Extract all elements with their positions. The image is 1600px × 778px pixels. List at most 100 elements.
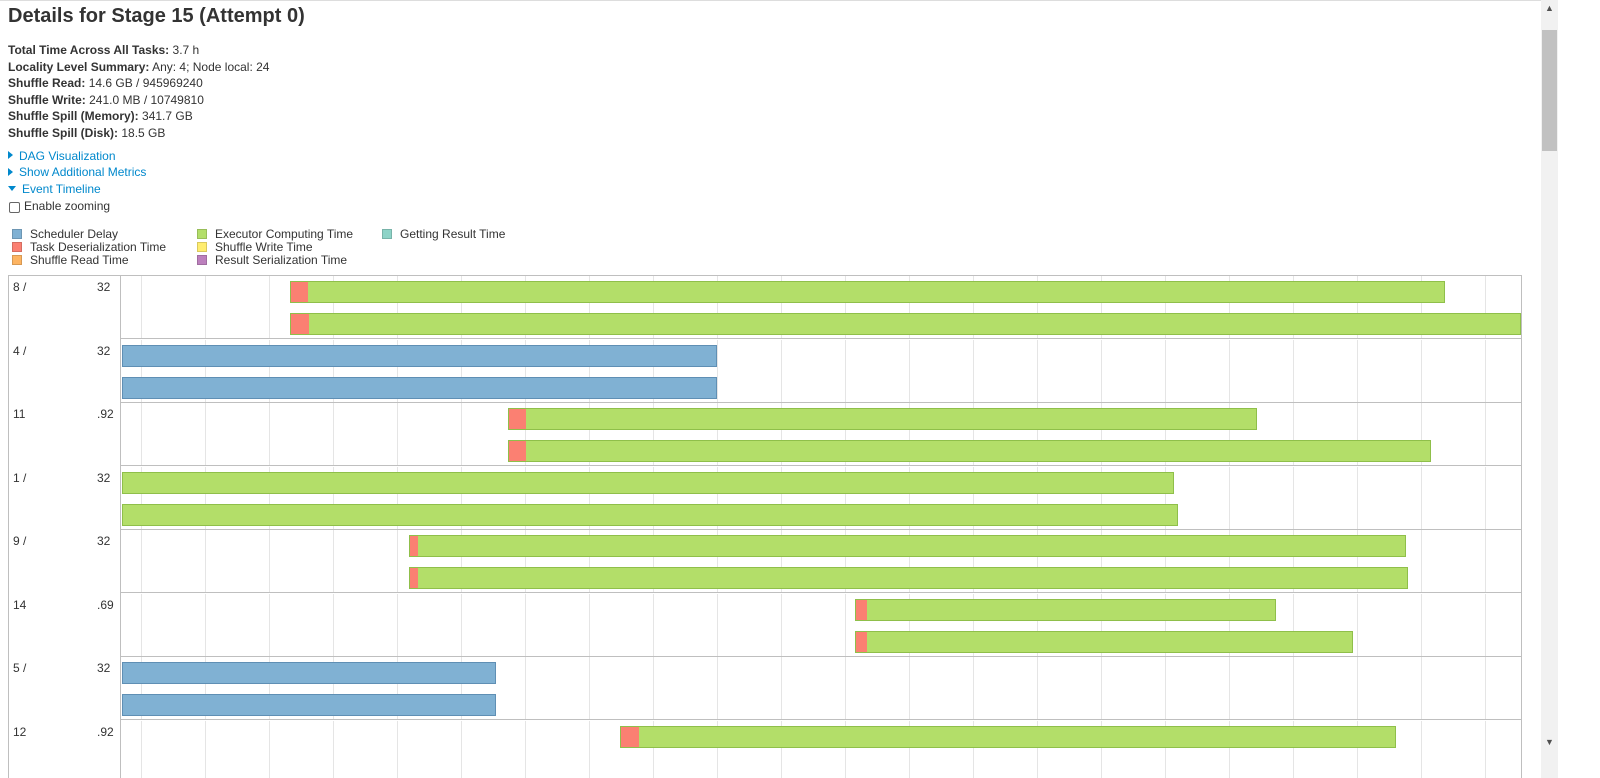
time-gridline [1421, 339, 1422, 402]
time-gridline [845, 657, 846, 719]
scheduler-delay-segment [123, 695, 495, 715]
time-gridline [589, 720, 590, 778]
executor-group-row: 14.69 [9, 593, 1521, 657]
time-gridline [589, 530, 590, 592]
executor-host-label: 32 [97, 534, 111, 548]
time-gridline [1485, 530, 1486, 592]
time-gridline [461, 657, 462, 719]
additional-metrics-toggle[interactable]: Show Additional Metrics [8, 164, 1538, 181]
time-gridline [1101, 339, 1102, 402]
executor-id-label: 8 / [13, 280, 27, 294]
scroll-up-icon[interactable]: ▲ [1545, 3, 1554, 13]
time-gridline [397, 276, 398, 338]
time-gridline [1229, 466, 1230, 529]
time-gridline [525, 530, 526, 592]
time-gridline [1165, 657, 1166, 719]
scrollbar-thumb[interactable] [1542, 30, 1557, 151]
summary-value: 14.6 GB / 945969240 [88, 76, 203, 91]
task-bar[interactable] [408, 535, 1407, 557]
time-gridline [1229, 403, 1230, 465]
task-bar[interactable] [620, 725, 1397, 748]
time-gridline [333, 720, 334, 778]
time-gridline [781, 593, 782, 656]
task-bar[interactable] [122, 503, 1179, 526]
time-gridline [845, 530, 846, 592]
time-gridline [333, 530, 334, 592]
time-gridline [845, 339, 846, 402]
time-gridline [333, 276, 334, 338]
task-bar[interactable] [855, 598, 1277, 621]
time-gridline [589, 593, 590, 656]
time-gridline [1357, 657, 1358, 719]
time-gridline [525, 720, 526, 778]
time-gridline [909, 466, 910, 529]
legend-getting-result: Getting Result Time [382, 228, 505, 241]
time-gridline [973, 530, 974, 592]
time-gridline [205, 339, 206, 402]
event-timeline[interactable]: 8 /32 4 /32 11.92 1 /32 9 /32 14.69 5 /32 12.92 [8, 275, 1522, 778]
legend-swatch [12, 241, 22, 252]
executor-host-label: 32 [97, 343, 111, 358]
time-gridline [1293, 657, 1294, 719]
scroll-down-icon[interactable]: ▼ [1545, 737, 1554, 747]
event-timeline-toggle[interactable]: Event Timeline [8, 181, 1538, 198]
task-bar[interactable] [289, 281, 1446, 303]
page-title: Details for Stage 15 (Attempt 0) [8, 5, 305, 27]
time-gridline [333, 403, 334, 465]
executor-host-label: .92 [97, 407, 114, 421]
time-gridline [461, 593, 462, 656]
executor-group-row: 12.92 [9, 720, 1521, 778]
executor-computing-segment [309, 314, 1520, 334]
time-gridline [653, 657, 654, 719]
summary-spill-disk: Shuffle Spill (Disk): 18.5 GB [8, 125, 1538, 142]
summary-total-time: Total Time Across All Tasks: 3.7 h [8, 42, 1538, 59]
task-bar[interactable] [122, 694, 496, 716]
deserialization-segment [409, 536, 419, 556]
time-gridline [1357, 593, 1358, 656]
dag-visualization-toggle[interactable]: DAG Visualization [8, 148, 1538, 165]
executor-group-row: 1 / 32 [9, 466, 1521, 530]
time-gridline [973, 593, 974, 656]
summary-shuffle-write: Shuffle Write: 241.0 MB / 10749810 [8, 92, 1538, 109]
time-gridline [525, 403, 526, 465]
time-gridline [1293, 403, 1294, 465]
legend-result-serialization: Result Serialization Time [197, 254, 347, 267]
time-gridline [1357, 466, 1358, 529]
time-gridline [525, 339, 526, 402]
task-bar[interactable] [122, 471, 1175, 494]
time-gridline [1165, 339, 1166, 402]
time-gridline [1357, 720, 1358, 778]
executor-computing-segment [525, 441, 1431, 461]
enable-zooming-checkbox[interactable] [9, 201, 20, 213]
summary-shuffle-read: Shuffle Read: 14.6 GB / 945969240 [8, 75, 1538, 92]
time-gridline [1165, 720, 1166, 778]
deserialization-segment [621, 726, 640, 747]
time-gridline [781, 657, 782, 719]
task-bar[interactable] [289, 313, 1521, 335]
task-bar[interactable] [508, 408, 1257, 430]
time-gridline [461, 339, 462, 402]
executor-computing-segment [418, 536, 1406, 556]
time-gridline [653, 276, 654, 338]
task-bar[interactable] [122, 344, 717, 367]
task-bar[interactable] [508, 440, 1432, 462]
executor-group-row: 9 / 32 [9, 530, 1521, 593]
expand-arrow-icon [8, 151, 13, 160]
time-gridline [525, 276, 526, 338]
time-gridline [781, 276, 782, 338]
vertical-scrollbar[interactable] [1541, 0, 1558, 778]
time-gridline [717, 276, 718, 338]
task-bar[interactable] [122, 376, 717, 399]
executor-computing-segment [639, 726, 1396, 747]
task-bar[interactable] [855, 630, 1354, 653]
time-gridline [205, 593, 206, 656]
deserialization-segment [509, 409, 526, 429]
time-gridline [1421, 530, 1422, 592]
legend-executor-computing: Executor Computing Time [197, 228, 353, 241]
time-gridline [973, 339, 974, 402]
executor-computing-segment [867, 631, 1353, 652]
task-bar[interactable] [408, 567, 1408, 589]
task-bar[interactable] [122, 662, 496, 684]
time-gridline [909, 657, 910, 719]
executor-group-row: 11.92 [9, 403, 1521, 466]
